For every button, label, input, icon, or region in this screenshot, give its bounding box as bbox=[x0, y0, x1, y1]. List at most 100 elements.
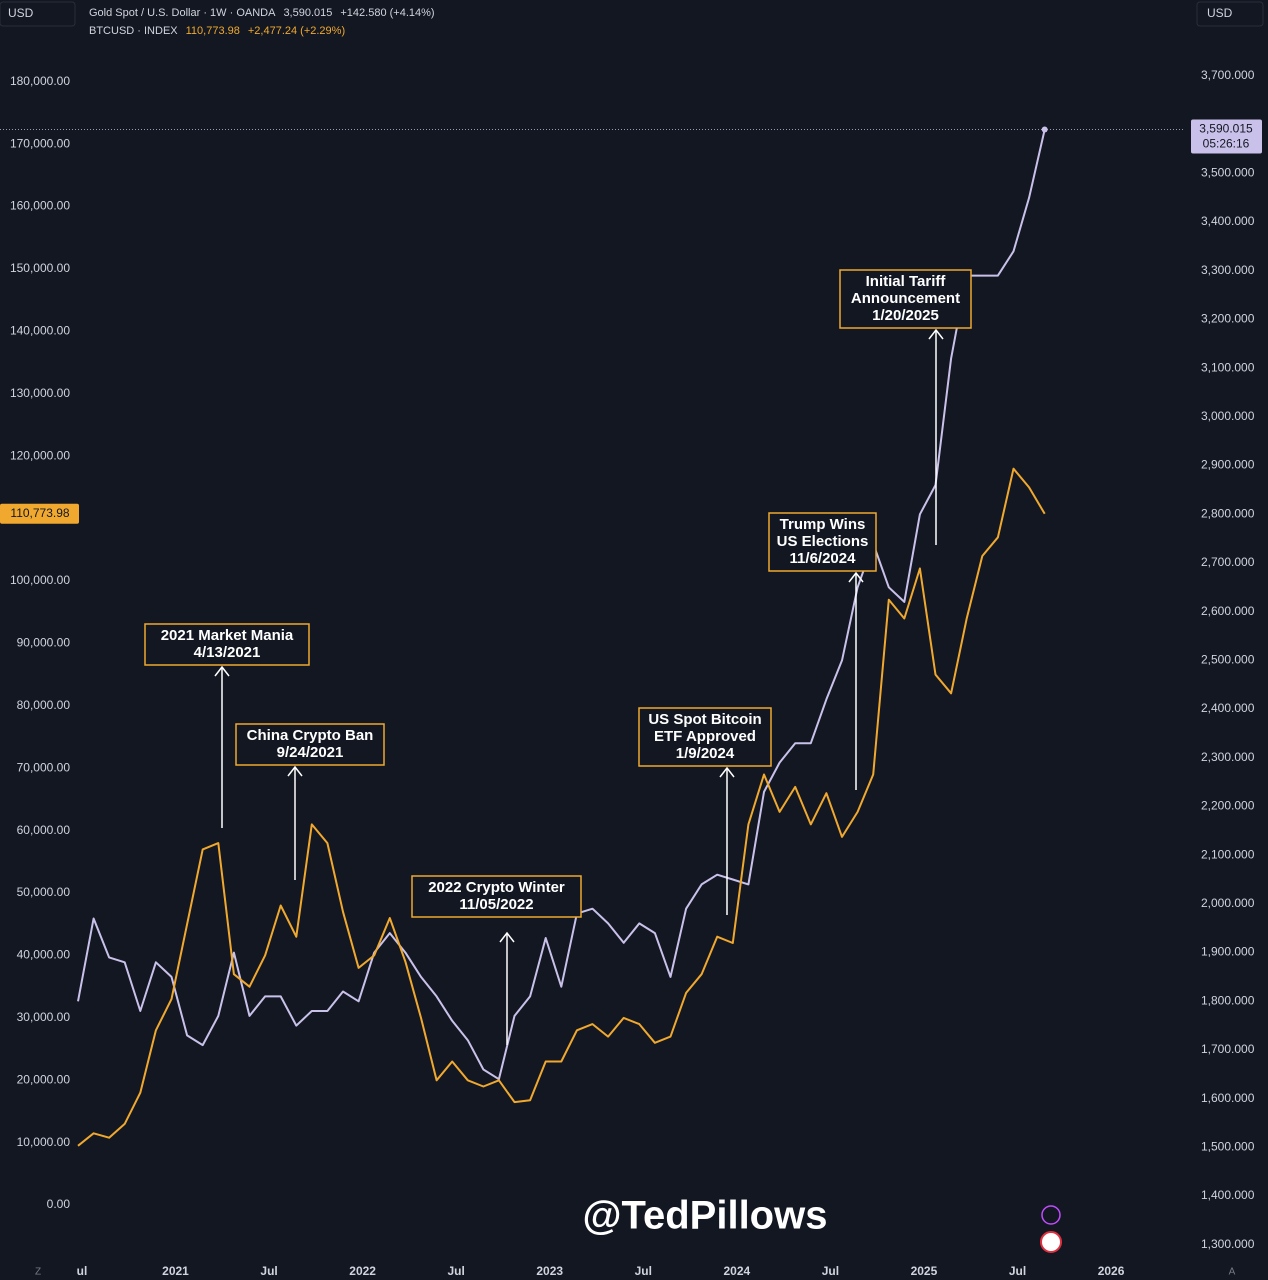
y2-tick-label: 3,400.000 bbox=[1201, 214, 1255, 228]
y-tick-label: 170,000.00 bbox=[10, 136, 70, 150]
currency-box bbox=[1196, 1, 1264, 27]
price-tag bbox=[1191, 119, 1262, 154]
y2-tick-label: 2,300.000 bbox=[1201, 750, 1255, 764]
arrow-head bbox=[287, 765, 303, 777]
y2-tick-label: 3,200.000 bbox=[1201, 312, 1255, 326]
y2-tick-label: 2,700.000 bbox=[1201, 555, 1255, 569]
y-tick-label: 100,000.00 bbox=[10, 573, 70, 587]
arrow-head bbox=[719, 766, 735, 778]
annotation-box bbox=[144, 623, 310, 666]
y-tick-label: 130,000.00 bbox=[10, 386, 70, 400]
x-tick-label: Jul bbox=[260, 1264, 277, 1278]
y2-tick-label: 2,400.000 bbox=[1201, 701, 1255, 715]
annotation-text: US Elections bbox=[777, 533, 869, 550]
y2-tick-label: 2,900.000 bbox=[1201, 458, 1255, 472]
y-tick-label: 140,000.00 bbox=[10, 324, 70, 338]
x-tick-label: 2022 bbox=[349, 1264, 376, 1278]
y-tick-label: 90,000.00 bbox=[17, 636, 71, 650]
x-tick-label: 2026 bbox=[1098, 1264, 1125, 1278]
legend-value: 3,590.015 bbox=[283, 7, 332, 19]
y2-tick-label: 1,800.000 bbox=[1201, 993, 1255, 1007]
y-tick-label: 60,000.00 bbox=[17, 823, 71, 837]
y-tick-label: 0.00 bbox=[47, 1197, 71, 1211]
y-tick-label: 50,000.00 bbox=[17, 885, 71, 899]
series-line bbox=[77, 129, 1046, 1081]
y2-tick-label: 1,600.000 bbox=[1201, 1091, 1255, 1105]
y2-tick-label: 1,700.000 bbox=[1201, 1042, 1255, 1056]
legend-change: +142.580 (+4.14%) bbox=[340, 7, 434, 19]
arrow-head bbox=[214, 665, 230, 677]
x-tick-label: Jul bbox=[822, 1264, 839, 1278]
y2-tick-label: 3,500.000 bbox=[1201, 166, 1255, 180]
annotation-text: 11/6/2024 bbox=[790, 550, 857, 567]
x-tick-label: ul bbox=[77, 1264, 88, 1278]
y-tick-label: 160,000.00 bbox=[10, 199, 70, 213]
y2-tick-label: 1,900.000 bbox=[1201, 945, 1255, 959]
y2-tick-label: 3,100.000 bbox=[1201, 360, 1255, 374]
x-tick-label: Jul bbox=[447, 1264, 464, 1278]
y-tick-label: 120,000.00 bbox=[10, 448, 70, 462]
legend-name: Gold Spot / U.S. Dollar · 1W · OANDA bbox=[89, 7, 276, 19]
icon bbox=[1040, 1231, 1062, 1253]
annotation-text: Announcement bbox=[851, 290, 960, 307]
price-tag-value: 3,590.015 bbox=[1199, 122, 1253, 136]
series-line bbox=[77, 467, 1046, 1147]
y2-tick-label: 2,600.000 bbox=[1201, 604, 1255, 618]
annotation-text: ETF Approved bbox=[654, 728, 756, 745]
y2-tick-label: 2,100.000 bbox=[1201, 847, 1255, 861]
arrow-head bbox=[499, 931, 515, 943]
currency-box bbox=[0, 1, 76, 27]
watermark: @TedPillows bbox=[583, 1194, 828, 1238]
arrow-head bbox=[848, 571, 864, 583]
legend-value: 110,773.98 bbox=[186, 25, 240, 37]
annotation-text: 1/9/2024 bbox=[676, 745, 735, 762]
annotation-box bbox=[235, 723, 385, 766]
corner-label: Z bbox=[35, 1267, 41, 1278]
y2-tick-label: 2,200.000 bbox=[1201, 799, 1255, 813]
y-tick-label: 70,000.00 bbox=[17, 760, 71, 774]
y-tick-label: 150,000.00 bbox=[10, 261, 70, 275]
x-tick-label: 2021 bbox=[162, 1264, 189, 1278]
price-tag-value: 110,773.98 bbox=[10, 506, 69, 520]
currency-right: USD bbox=[1207, 6, 1233, 20]
annotation-text: Trump Wins bbox=[780, 516, 866, 533]
price-tag-countdown: 05:26:16 bbox=[1203, 137, 1250, 151]
annotation-box bbox=[768, 512, 877, 572]
x-tick-label: Jul bbox=[1009, 1264, 1026, 1278]
annotation-text: 2021 Market Mania bbox=[161, 627, 294, 644]
annotation-text: Initial Tariff bbox=[866, 273, 947, 290]
annotation-text: 2022 Crypto Winter bbox=[428, 879, 565, 896]
y-tick-label: 40,000.00 bbox=[17, 948, 71, 962]
currency-left: USD bbox=[8, 6, 34, 20]
y2-tick-label: 1,400.000 bbox=[1201, 1188, 1255, 1202]
annotation-text: China Crypto Ban bbox=[247, 727, 374, 744]
annotation-box bbox=[839, 269, 972, 329]
x-tick-label: 2024 bbox=[723, 1264, 750, 1278]
legend-change: +2,477.24 (+2.29%) bbox=[248, 25, 345, 37]
last-point bbox=[1041, 126, 1048, 133]
annotation-text: US Spot Bitcoin bbox=[648, 711, 761, 728]
y2-tick-label: 3,700.000 bbox=[1201, 68, 1255, 82]
y2-tick-label: 1,300.000 bbox=[1201, 1237, 1255, 1251]
x-tick-label: 2023 bbox=[536, 1264, 563, 1278]
annotation-box bbox=[411, 875, 582, 918]
annotation-box bbox=[638, 707, 772, 767]
x-tick-label: 2025 bbox=[911, 1264, 938, 1278]
y-tick-label: 10,000.00 bbox=[17, 1135, 71, 1149]
y2-tick-label: 3,000.000 bbox=[1201, 409, 1255, 423]
y2-tick-label: 2,000.000 bbox=[1201, 896, 1255, 910]
y-tick-label: 180,000.00 bbox=[10, 74, 70, 88]
y2-tick-label: 3,300.000 bbox=[1201, 263, 1255, 277]
x-tick-label: Jul bbox=[635, 1264, 652, 1278]
legend-name: BTCUSD · INDEX bbox=[89, 25, 178, 37]
corner-label: A bbox=[1229, 1267, 1236, 1278]
icon bbox=[1041, 1205, 1061, 1225]
y2-tick-label: 1,500.000 bbox=[1201, 1140, 1255, 1154]
price-tag bbox=[0, 503, 79, 524]
y-tick-label: 20,000.00 bbox=[17, 1072, 71, 1086]
annotation-text: 4/13/2021 bbox=[194, 644, 261, 661]
annotation-text: 1/20/2025 bbox=[872, 307, 939, 324]
arrow-head bbox=[928, 328, 944, 340]
